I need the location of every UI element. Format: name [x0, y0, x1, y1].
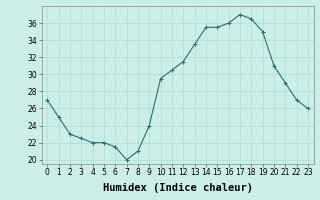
- X-axis label: Humidex (Indice chaleur): Humidex (Indice chaleur): [103, 183, 252, 193]
